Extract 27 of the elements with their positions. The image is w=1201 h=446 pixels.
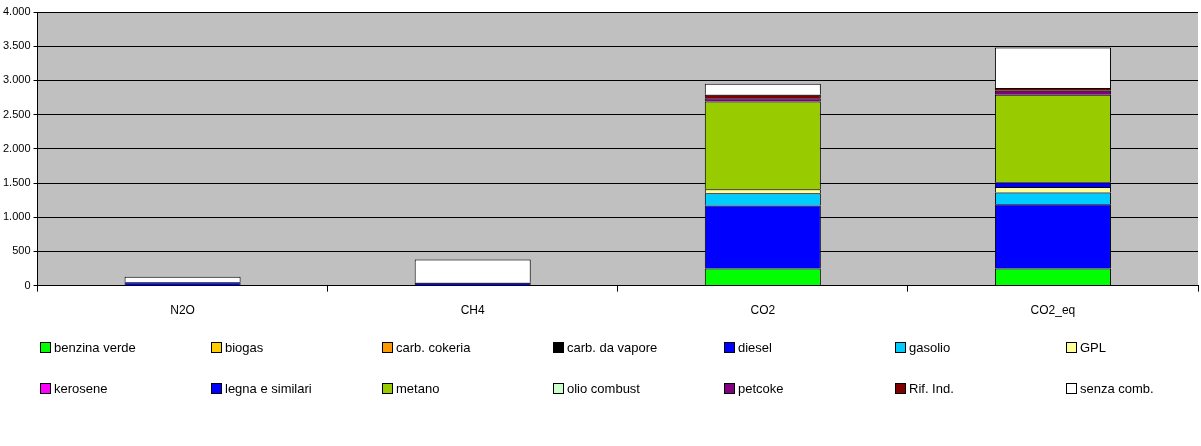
legend-label: Rif. Ind.: [909, 381, 954, 396]
legend-label: petcoke: [738, 381, 784, 396]
y-tick-label: 4.000: [3, 5, 31, 18]
legend-label: benzina verde: [54, 340, 136, 355]
y-tick-label: 3.500: [3, 39, 31, 52]
y-tick-label: 1.000: [3, 210, 31, 223]
x-tick-label: CO2_eq: [1030, 303, 1076, 318]
y-tick-label: 0: [24, 278, 31, 291]
y-tick-label: 2.000: [3, 141, 31, 154]
y-tick-label: 3.000: [3, 73, 31, 86]
x-tick-label: N2O: [170, 303, 195, 318]
legend-label: carb. da vapore: [567, 340, 658, 355]
legend-label: kerosene: [54, 381, 108, 396]
legend-label: gasolio: [909, 340, 951, 355]
y-tick-label: 2.500: [3, 107, 31, 120]
legend-label: legna e similari: [225, 381, 312, 396]
x-tick-label: CH4: [460, 303, 486, 318]
y-tick-label: 1.500: [3, 176, 31, 189]
legend-label: metano: [396, 381, 440, 396]
legend-label: diesel: [738, 340, 772, 355]
legend-label: carb. cokeria: [396, 340, 471, 355]
legend-label: senza comb.: [1080, 381, 1154, 396]
legend-label: biogas: [225, 340, 264, 355]
legend-label: GPL: [1080, 340, 1107, 355]
x-tick-label: CO2: [750, 303, 776, 318]
legend-label: olio combust: [567, 381, 640, 396]
y-tick-label: 500: [12, 244, 31, 257]
